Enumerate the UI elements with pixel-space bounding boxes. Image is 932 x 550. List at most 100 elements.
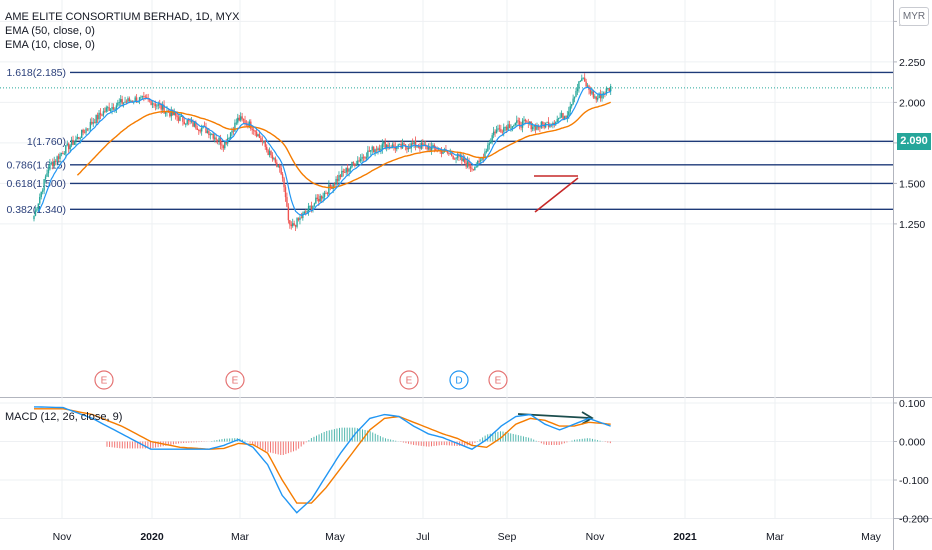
candle-body (37, 203, 40, 210)
candle-body (34, 210, 37, 216)
candle-body (169, 112, 171, 117)
candle-body (406, 147, 408, 150)
candle-body (549, 124, 551, 128)
candle-body (232, 130, 235, 132)
candle-body (135, 97, 138, 103)
candle-body (335, 179, 337, 185)
candle-body (531, 127, 534, 130)
earnings-event-label: E (101, 376, 108, 387)
currency-button[interactable]: MYR (899, 7, 929, 26)
candle-body (134, 97, 136, 102)
candle-body (596, 98, 599, 100)
candle-body (430, 146, 433, 152)
candle-body (377, 148, 379, 151)
macd-legend: MACD (12, 26, close, 9) (5, 411, 123, 423)
candle-body (115, 105, 118, 110)
candle-body (154, 104, 157, 107)
candle-body (306, 211, 308, 213)
candle-body (101, 114, 103, 116)
candle-body (52, 162, 54, 166)
candle-body (228, 138, 230, 140)
candle-body (385, 144, 388, 149)
candle-body (271, 155, 274, 160)
candle-body (279, 164, 281, 169)
candle-body (33, 215, 35, 220)
candle-body (516, 120, 518, 123)
candle-body (297, 218, 300, 220)
candle-body (484, 151, 486, 159)
candle-body (594, 96, 596, 98)
candle-body (403, 143, 405, 145)
candle-body (182, 116, 184, 122)
candle-body (536, 125, 538, 130)
candle-body (107, 107, 109, 109)
candle-body (263, 141, 265, 143)
candle-body (602, 93, 605, 95)
candle-body (540, 121, 543, 128)
candle-body (414, 140, 417, 147)
candle-body (466, 161, 469, 167)
candle-body (605, 88, 608, 94)
candle-body (98, 112, 100, 120)
candle-body (138, 97, 141, 102)
candle-body (99, 112, 102, 115)
candle-body (381, 143, 384, 150)
price-tick-label: 1.500 (899, 178, 925, 190)
candle-body (461, 156, 463, 161)
candle-body (281, 174, 284, 179)
candle-body (391, 144, 394, 149)
candle-body (393, 144, 395, 147)
candle-body (573, 96, 576, 99)
candle-body (329, 184, 331, 187)
candle-body (280, 168, 282, 175)
candle-body (592, 91, 595, 98)
candle-body (398, 143, 401, 145)
candle-body (209, 134, 212, 136)
candle-body (495, 129, 498, 134)
candle-body (85, 128, 87, 133)
candle-body (164, 111, 167, 114)
candle-body (121, 99, 123, 104)
candle-body (213, 137, 216, 139)
ema50-line (76, 101, 612, 189)
candle-body (219, 137, 222, 145)
candle-body (562, 113, 564, 120)
candle-body (409, 148, 411, 149)
dividend-event-label: D (455, 376, 462, 387)
candle-body (508, 124, 511, 129)
support-line (534, 177, 579, 213)
candle-body (89, 121, 92, 129)
candle-body (375, 149, 378, 151)
candle-body (130, 100, 132, 102)
candle-body (578, 81, 580, 89)
candle-body (462, 158, 464, 161)
candle-body (416, 146, 418, 148)
candle-body (105, 107, 107, 112)
candle-body (553, 122, 556, 125)
candle-body (211, 133, 213, 135)
candle-body (187, 120, 190, 121)
candle-body (417, 146, 420, 148)
macd-signal-line (34, 408, 611, 504)
fib-label: 0.618(1.500) (6, 178, 66, 190)
candle-body (556, 119, 558, 122)
candle-body (242, 118, 245, 121)
candle-body (80, 129, 83, 138)
candle-body (40, 191, 42, 198)
candle-body (267, 150, 269, 155)
candle-body (79, 137, 81, 139)
candle-body (82, 129, 84, 133)
ema10-legend: EMA (10, close, 0) (5, 39, 95, 51)
candle-body (586, 85, 589, 87)
candle-body (563, 116, 566, 120)
macd-tick-label: 0.000 (899, 437, 925, 449)
candle-body (212, 133, 214, 139)
candle-body (579, 80, 582, 82)
candle-body (141, 96, 144, 97)
candle-body (241, 116, 243, 119)
candle-body (368, 150, 371, 152)
candle-body (446, 150, 449, 153)
candle-body (455, 157, 457, 160)
